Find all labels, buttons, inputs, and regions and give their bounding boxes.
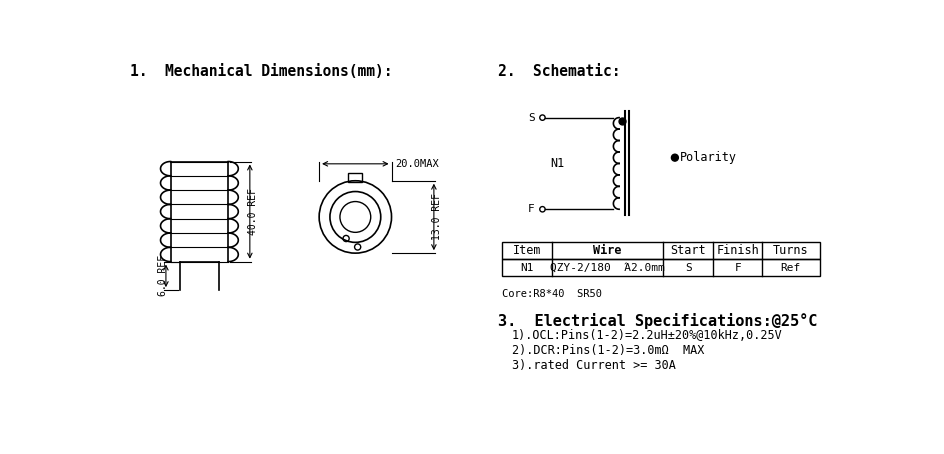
Bar [348, 173, 362, 183]
Text: S: S [528, 113, 534, 123]
Text: 13.0 REF: 13.0 REF [431, 193, 442, 241]
Text: 40.0 REF: 40.0 REF [247, 188, 258, 235]
Text: 2.  Schematic:: 2. Schematic: [497, 64, 619, 79]
Text: F: F [733, 263, 740, 273]
Bar [501, 242, 818, 259]
Text: Item: Item [512, 244, 540, 257]
Text: Polarity: Polarity [680, 151, 736, 164]
Text: N1: N1 [519, 263, 532, 273]
Text: 20.0MAX: 20.0MAX [395, 159, 439, 169]
Text: 3.  Electrical Specifications:@25°C: 3. Electrical Specifications:@25°C [497, 313, 817, 329]
Text: N1: N1 [549, 157, 564, 170]
Text: Turns: Turns [772, 244, 808, 257]
Text: QZY-2/180  Ά2.0mm: QZY-2/180 Ά2.0mm [549, 263, 665, 273]
Circle shape [618, 118, 625, 125]
Text: 1.  Mechanical Dimensions(mm):: 1. Mechanical Dimensions(mm): [129, 64, 392, 79]
Circle shape [670, 154, 678, 161]
Text: Wire: Wire [593, 244, 621, 257]
Text: 2).DCR:Pins(1-2)=3.0mΩ  MAX: 2).DCR:Pins(1-2)=3.0mΩ MAX [511, 344, 703, 357]
Text: 3).rated Current >= 30A: 3).rated Current >= 30A [511, 359, 675, 372]
Text: 1).OCL:Pins(1-2)=2.2uH±20%@10kHz,0.25V: 1).OCL:Pins(1-2)=2.2uH±20%@10kHz,0.25V [511, 329, 782, 342]
Text: Ref: Ref [780, 263, 801, 273]
Text: S: S [684, 263, 691, 273]
Text: Start: Start [670, 244, 705, 257]
Text: F: F [528, 204, 534, 214]
Text: Finish: Finish [716, 244, 758, 257]
Text: 6.0 REF: 6.0 REF [158, 255, 168, 296]
Text: Core:R8*40  SR50: Core:R8*40 SR50 [501, 289, 601, 299]
Bar [501, 259, 818, 276]
